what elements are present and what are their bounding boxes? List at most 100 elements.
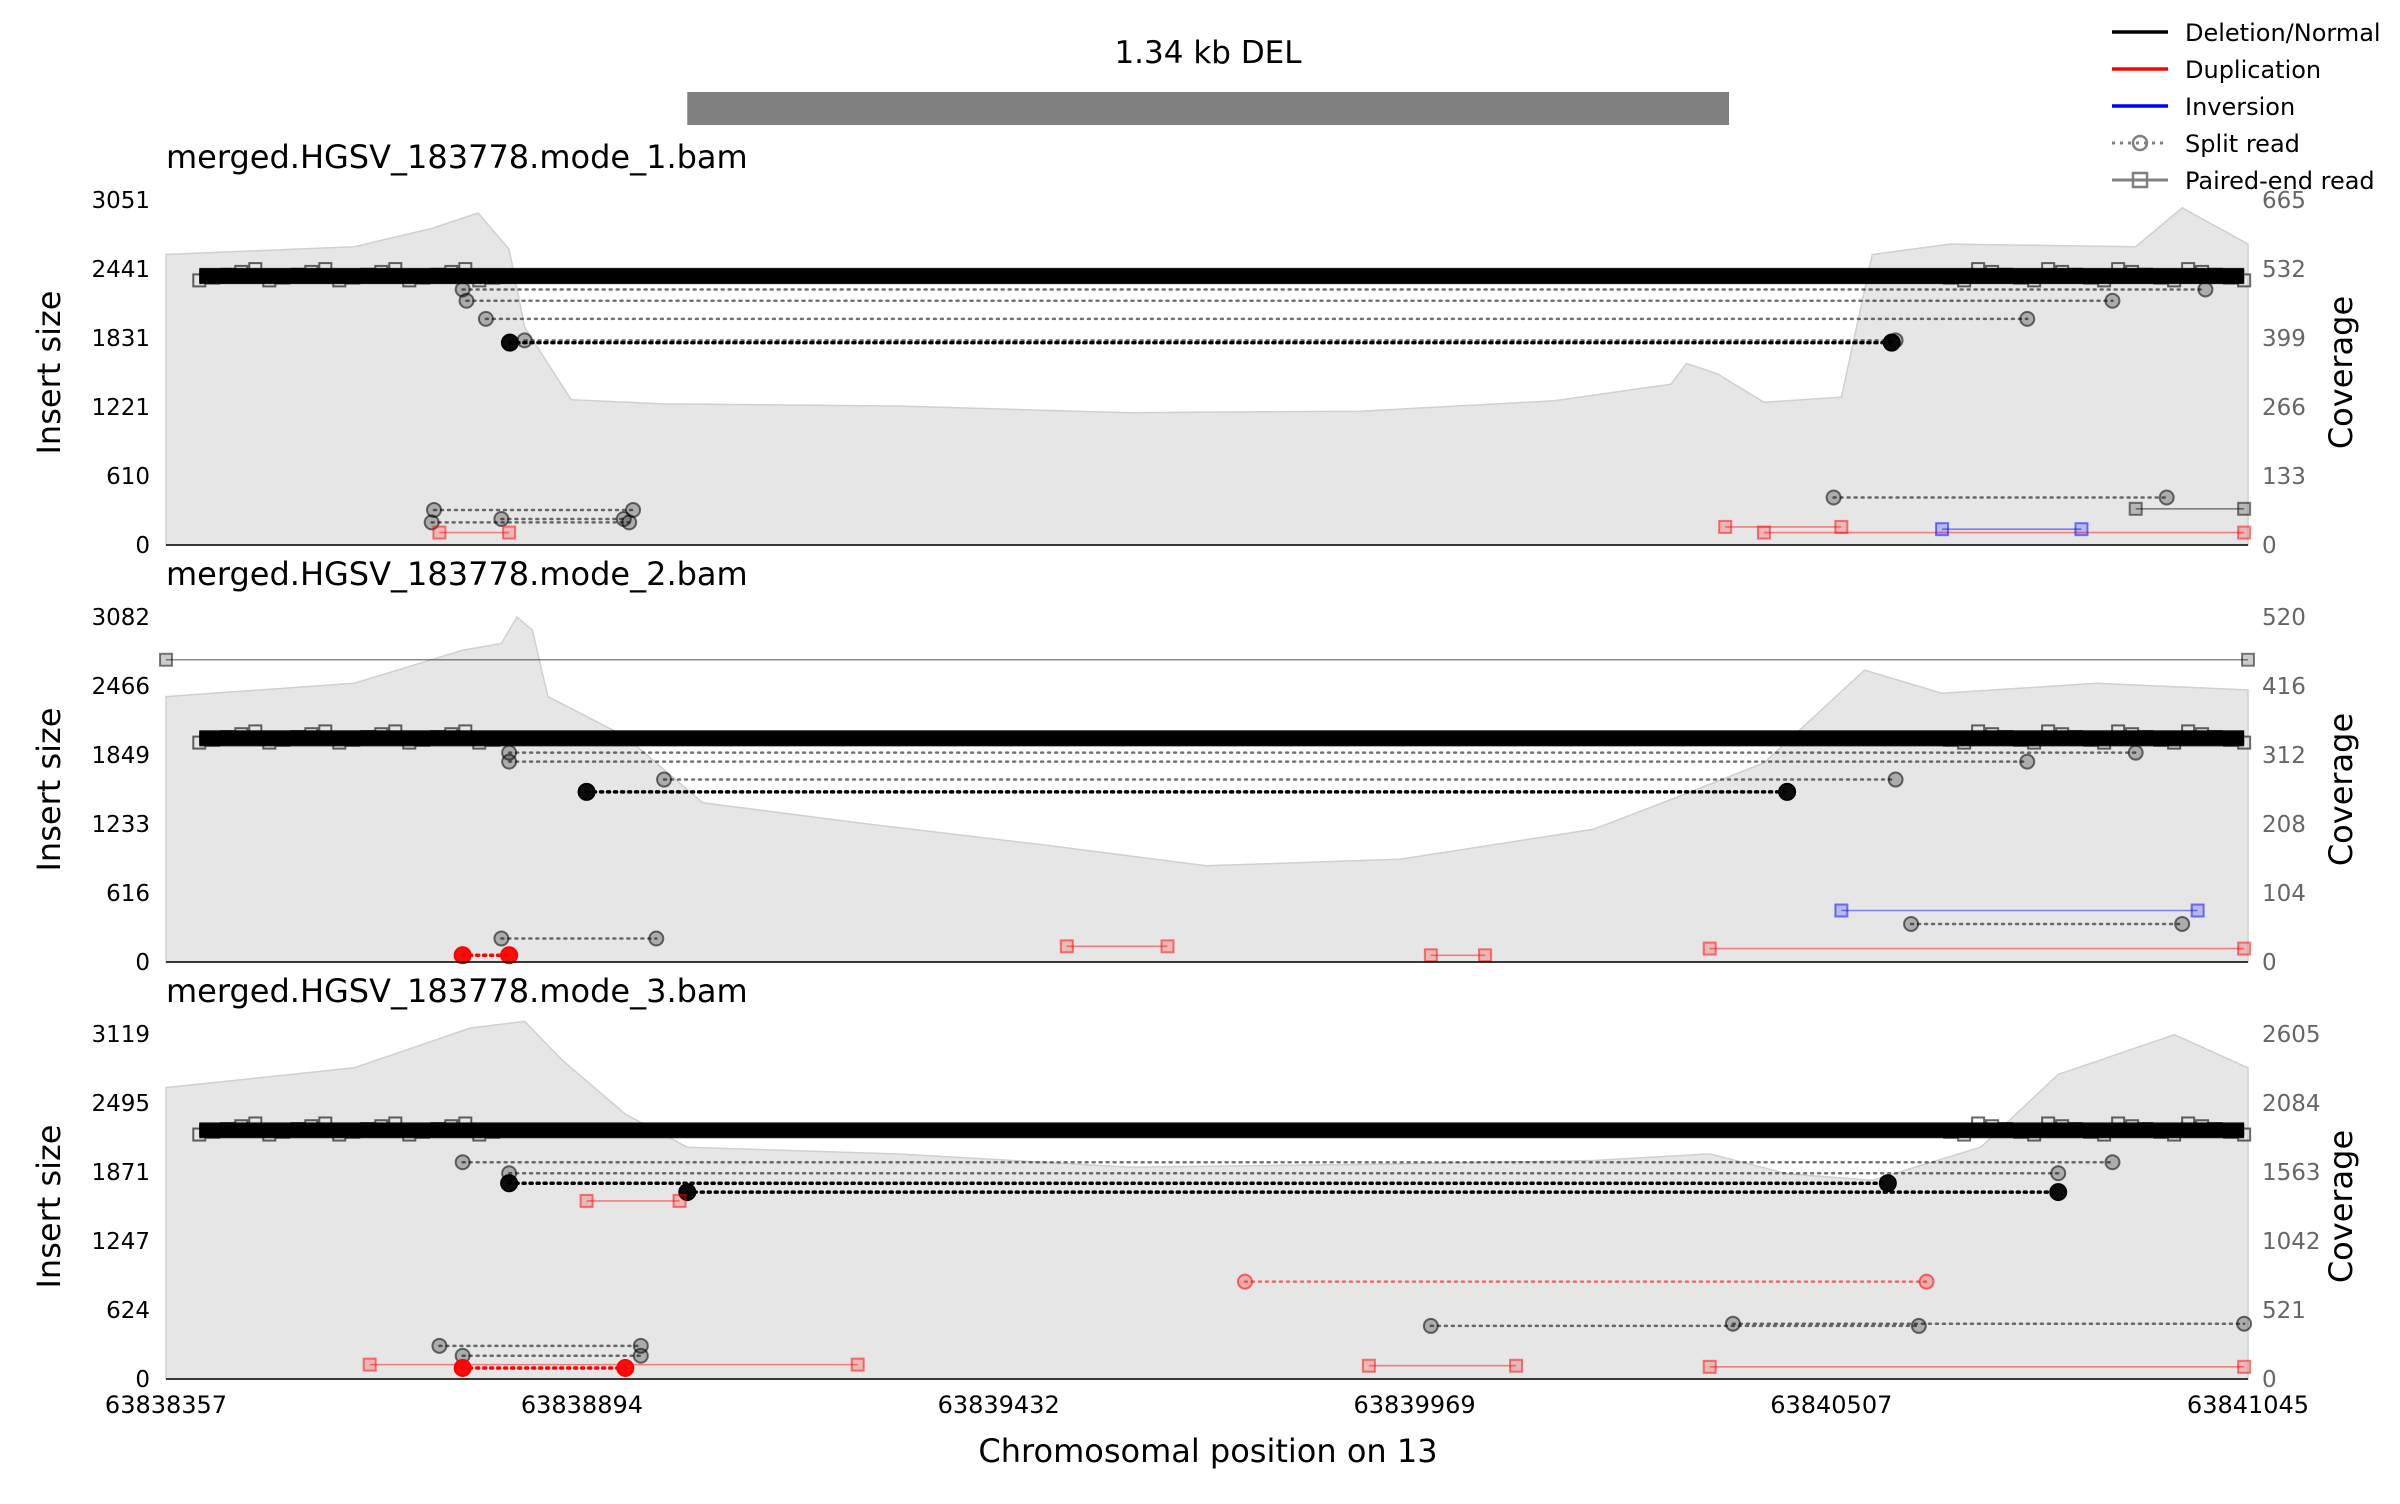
paired-read-marker bbox=[2125, 727, 2140, 742]
paired-read-marker bbox=[2223, 1124, 2238, 1139]
paired-read-marker bbox=[262, 1127, 277, 1142]
paired-read-marker bbox=[2097, 1127, 2112, 1142]
y2-tick-label: 0 bbox=[2262, 533, 2277, 559]
paired-read-marker bbox=[304, 1119, 319, 1134]
y-tick-label: 3119 bbox=[91, 1022, 150, 1048]
paired-read-marker bbox=[416, 1124, 431, 1139]
paired-read-marker bbox=[2111, 1116, 2126, 1131]
panels-group: merged.HGSV_183778.mode_1.bam 3051 2441 183… bbox=[30, 138, 2360, 1393]
paired-read-marker bbox=[2209, 267, 2224, 282]
paired-read-marker bbox=[1834, 903, 1849, 918]
paired-read-marker bbox=[362, 1357, 377, 1372]
paired-read-marker bbox=[1478, 948, 1493, 963]
paired-read-marker bbox=[1509, 1358, 1524, 1373]
paired-read-marker bbox=[2153, 732, 2168, 747]
paired-read-marker bbox=[2041, 1116, 2056, 1131]
y2-axis-label: Coverage bbox=[2322, 1130, 2360, 1283]
paired-read-marker bbox=[2167, 735, 2182, 750]
split-read-marker bbox=[1724, 1315, 1741, 1332]
paired-read-marker bbox=[346, 1124, 361, 1139]
x-tick-label: 63840507 bbox=[1770, 1391, 1892, 1419]
paired-read-marker bbox=[262, 735, 277, 750]
split-read-marker bbox=[2127, 744, 2144, 761]
x-axis-label: Chromosomal position on 13 bbox=[978, 1432, 1437, 1470]
paired-read-marker bbox=[276, 1124, 291, 1139]
y2-tick-label: 416 bbox=[2262, 674, 2306, 700]
paired-read-marker bbox=[2237, 525, 2252, 540]
paired-read-marker bbox=[2237, 1127, 2252, 1142]
paired-read-marker bbox=[2069, 730, 2084, 744]
y2-tick-label: 2084 bbox=[2262, 1091, 2321, 1117]
split-read-marker bbox=[656, 771, 673, 788]
paired-read-marker bbox=[290, 730, 305, 744]
paired-read-marker bbox=[2153, 1124, 2168, 1139]
paired-read-marker bbox=[2139, 1122, 2154, 1137]
paired-read-marker bbox=[430, 1122, 445, 1137]
split-read-marker bbox=[2104, 292, 2121, 309]
legend-label: Duplication bbox=[2185, 56, 2321, 84]
split-read-marker bbox=[1825, 489, 1842, 506]
paired-read-marker bbox=[248, 724, 263, 739]
paired-read-marker bbox=[444, 1119, 459, 1134]
paired-read-marker bbox=[2027, 735, 2042, 750]
paired-read-marker bbox=[458, 1116, 473, 1131]
y-tick-label: 0 bbox=[135, 1367, 150, 1393]
paired-read-marker bbox=[2128, 501, 2143, 516]
paired-read-marker bbox=[2083, 270, 2098, 285]
y2-tick-label: 532 bbox=[2262, 257, 2306, 283]
y2-tick-label: 0 bbox=[2262, 950, 2277, 976]
paired-read-marker bbox=[2237, 273, 2252, 288]
split-read-marker bbox=[1778, 782, 1797, 801]
paired-read-marker bbox=[2195, 264, 2210, 279]
y-tick-label: 616 bbox=[106, 881, 150, 907]
split-read-marker bbox=[577, 782, 596, 801]
paired-read-marker bbox=[2074, 522, 2089, 537]
y2-tick-label: 208 bbox=[2262, 812, 2306, 838]
paired-read-marker bbox=[1160, 939, 1175, 954]
panel-title: merged.HGSV_183778.mode_2.bam bbox=[166, 555, 748, 593]
split-read-marker bbox=[2197, 281, 2214, 298]
paired-read-marker bbox=[1999, 1122, 2014, 1137]
paired-read-marker bbox=[304, 727, 319, 742]
split-read-marker bbox=[2049, 1183, 2068, 1202]
paired-read-marker bbox=[318, 724, 333, 739]
paired-read-marker bbox=[1718, 519, 1733, 534]
paired-read-marker bbox=[1985, 264, 2000, 279]
y2-tick-label: 520 bbox=[2262, 605, 2306, 631]
y-tick-label: 3051 bbox=[91, 188, 150, 214]
paired-read-marker bbox=[1985, 727, 2000, 742]
paired-read-marker bbox=[2041, 262, 2056, 277]
paired-read-marker bbox=[2083, 1124, 2098, 1139]
paired-read-marker bbox=[2181, 1116, 2196, 1131]
split-read-marker bbox=[501, 744, 518, 761]
split-read-marker bbox=[648, 930, 665, 947]
y-tick-label: 1233 bbox=[91, 812, 150, 838]
split-read-marker bbox=[477, 310, 494, 327]
paired-read-marker bbox=[672, 1193, 687, 1208]
panel-title: merged.HGSV_183778.mode_1.bam bbox=[166, 138, 748, 176]
paired-read-marker bbox=[2055, 727, 2070, 742]
paired-read-marker bbox=[430, 267, 445, 282]
panel-2: merged.HGSV_183778.mode_2.bam 3082 2466 184… bbox=[30, 555, 2360, 976]
paired-read-marker bbox=[2111, 262, 2126, 277]
panel-3: merged.HGSV_183778.mode_3.bam 3119 2495 187… bbox=[30, 972, 2360, 1393]
paired-read-marker bbox=[1957, 273, 1972, 288]
paired-read-marker bbox=[502, 525, 517, 540]
paired-read-marker bbox=[2069, 1122, 2084, 1137]
paired-read-marker bbox=[374, 727, 389, 742]
legend-marker bbox=[2131, 134, 2149, 152]
paired-read-marker bbox=[276, 732, 291, 747]
figure-title: 1.34 kb DEL bbox=[1114, 35, 1302, 71]
paired-read-marker bbox=[486, 1124, 501, 1139]
y-tick-label: 624 bbox=[106, 1298, 150, 1324]
x-tick-label: 63838357 bbox=[105, 1391, 227, 1419]
panel-1: merged.HGSV_183778.mode_1.bam 3051 2441 183… bbox=[30, 138, 2360, 559]
paired-read-marker bbox=[374, 264, 389, 279]
paired-read-marker bbox=[458, 262, 473, 277]
paired-read-marker bbox=[1935, 522, 1950, 537]
paired-read-marker bbox=[2139, 267, 2154, 282]
paired-read-marker bbox=[2195, 727, 2210, 742]
split-read-marker bbox=[453, 946, 472, 965]
paired-read-marker bbox=[472, 1127, 487, 1142]
paired-read-marker bbox=[444, 264, 459, 279]
